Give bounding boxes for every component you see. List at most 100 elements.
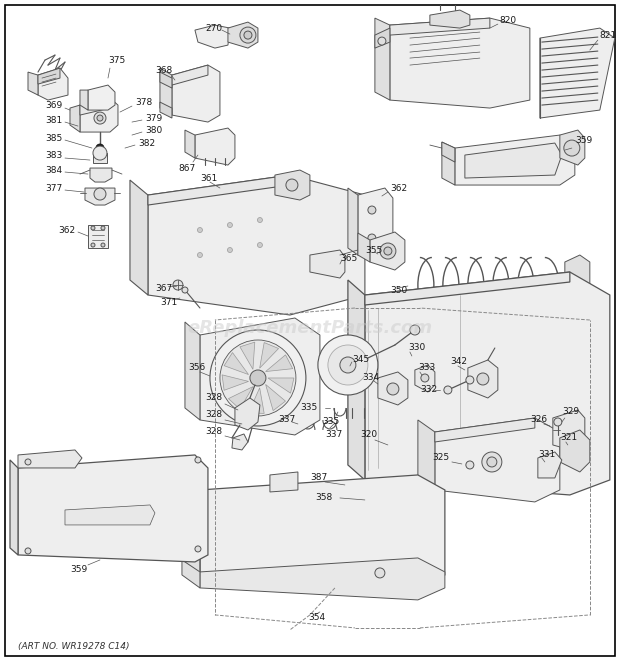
Text: 337: 337 [278,416,295,424]
Text: 384: 384 [45,165,62,175]
Text: 387: 387 [310,473,327,483]
Text: 381: 381 [45,116,62,124]
Circle shape [257,217,262,223]
Polygon shape [160,102,172,118]
Polygon shape [185,322,200,420]
Circle shape [340,357,356,373]
Text: 385: 385 [45,134,62,143]
Polygon shape [365,272,610,495]
Polygon shape [442,142,455,162]
Circle shape [257,243,262,247]
Text: 326: 326 [530,416,547,424]
Text: 375: 375 [108,56,125,65]
Polygon shape [430,10,470,28]
Polygon shape [348,188,358,255]
Polygon shape [182,475,200,575]
Circle shape [240,27,256,43]
Circle shape [94,112,106,124]
Text: eReplacementParts.com: eReplacementParts.com [187,319,433,337]
Circle shape [182,287,188,293]
Text: 371: 371 [160,297,177,307]
Text: 383: 383 [45,151,62,159]
Polygon shape [172,65,220,122]
Polygon shape [265,355,293,371]
Polygon shape [358,233,370,262]
Polygon shape [148,175,365,315]
Text: 355: 355 [365,245,382,254]
Polygon shape [465,143,562,178]
Polygon shape [390,18,530,108]
Polygon shape [375,18,390,100]
Text: (ART NO. WR19278 C14): (ART NO. WR19278 C14) [18,642,130,651]
Polygon shape [10,460,18,555]
Circle shape [328,345,368,385]
Polygon shape [224,352,249,375]
Text: 345: 345 [352,356,369,364]
Polygon shape [160,72,172,88]
Text: 380: 380 [145,126,162,135]
Polygon shape [375,28,390,48]
Text: 359: 359 [70,565,87,574]
Circle shape [91,243,95,247]
Text: 362: 362 [390,184,407,192]
Polygon shape [378,372,408,405]
Polygon shape [88,85,115,110]
Circle shape [93,146,107,160]
Circle shape [91,226,95,230]
Text: 328: 328 [205,393,222,403]
Polygon shape [370,232,405,270]
Polygon shape [200,475,445,588]
Circle shape [101,243,105,247]
Polygon shape [80,90,88,110]
Text: 329: 329 [562,407,579,416]
Polygon shape [232,434,248,450]
Text: 270: 270 [205,24,222,32]
Text: 821: 821 [600,30,617,40]
Text: 382: 382 [138,139,155,147]
Text: 369: 369 [45,100,62,110]
Circle shape [564,140,580,156]
Circle shape [444,386,452,394]
Circle shape [94,188,106,200]
Circle shape [173,280,183,290]
Polygon shape [88,225,108,248]
Polygon shape [195,128,235,165]
Polygon shape [200,558,445,600]
Text: 350: 350 [390,286,407,295]
Circle shape [368,234,376,242]
Circle shape [220,340,296,416]
Polygon shape [28,72,38,95]
Polygon shape [442,142,455,185]
Polygon shape [90,168,112,182]
Polygon shape [268,378,294,393]
Polygon shape [560,130,585,165]
Polygon shape [455,135,575,185]
Polygon shape [130,180,148,295]
Text: 362: 362 [58,225,75,235]
Polygon shape [200,318,320,435]
Text: 337: 337 [325,430,342,440]
Circle shape [318,335,378,395]
Text: 321: 321 [560,434,577,442]
Circle shape [197,253,203,258]
Circle shape [380,243,396,259]
Polygon shape [565,255,590,315]
Circle shape [482,452,502,472]
Polygon shape [435,418,535,442]
Polygon shape [185,130,195,158]
Circle shape [25,548,31,554]
Circle shape [554,418,562,426]
Polygon shape [540,28,615,118]
Circle shape [96,144,104,152]
Circle shape [378,37,386,45]
Text: 368: 368 [155,65,172,75]
Circle shape [97,115,103,121]
Polygon shape [18,455,208,562]
Text: 356: 356 [188,364,205,373]
Text: 354: 354 [308,613,325,623]
Polygon shape [435,418,560,502]
Polygon shape [390,18,490,35]
Text: 367: 367 [155,284,172,293]
Polygon shape [182,560,200,588]
Polygon shape [160,68,172,115]
